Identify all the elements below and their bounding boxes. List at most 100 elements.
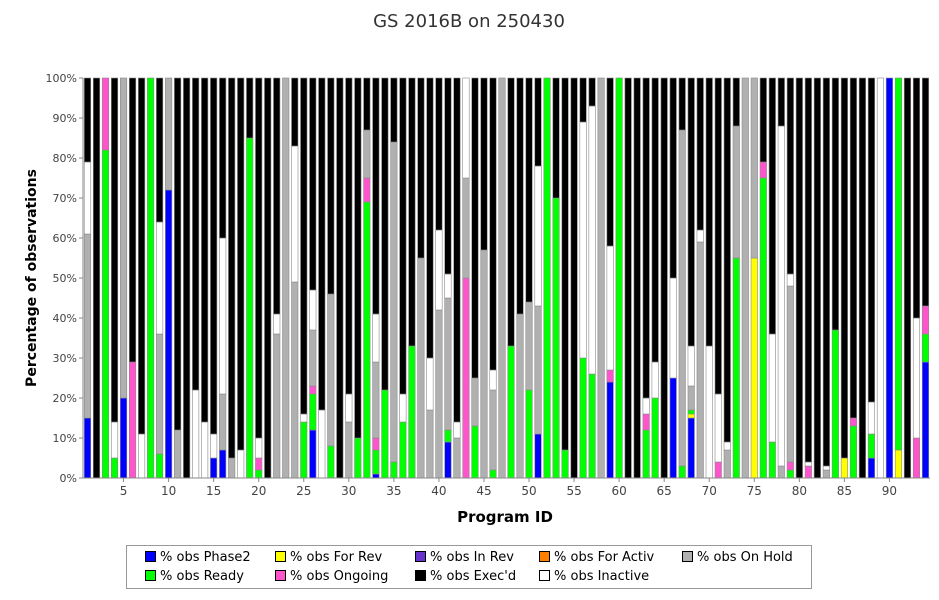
bar-segment-23-onhold (282, 77, 290, 479)
bar-segment-44-onhold (471, 377, 479, 427)
bar-segment-72-execd (723, 77, 731, 443)
bar-segment-94-ready (921, 333, 930, 363)
bar-segment-9-execd (156, 77, 164, 223)
bar-segment-53-execd (552, 77, 560, 199)
bar-segment-28-ready (327, 445, 335, 479)
bar-segment-50-execd (525, 77, 533, 303)
y-tick-label: 0% (60, 472, 77, 485)
bar-segment-94-phase2 (921, 361, 930, 479)
bar-segment-86-execd (849, 77, 857, 419)
bar-segment-88-execd (867, 77, 875, 403)
legend-label-on-hold: % obs On Hold (697, 550, 793, 565)
bar-segment-66-phase2 (669, 377, 677, 479)
bar-segment-33-ongoing (372, 437, 380, 451)
bar-segment-38-onhold (417, 257, 425, 479)
bar-segment-3-ongoing (101, 77, 110, 151)
bar-segment-32-ongoing (363, 177, 371, 203)
bar-segment-68-phase2 (687, 417, 695, 479)
bar-segment-81-inactive (804, 461, 812, 467)
bar-segment-26-execd (309, 77, 317, 291)
bar-segment-24-execd (291, 77, 299, 147)
legend-swatch-phase2 (145, 551, 156, 562)
x-tick-label: 35 (386, 484, 401, 498)
legend-label-phase2: % obs Phase2 (160, 550, 251, 565)
x-tick-label: 65 (657, 484, 672, 498)
bar-segment-7-execd (138, 77, 146, 435)
bar-segment-43-onhold (462, 177, 470, 279)
bar-segment-26-ready (309, 393, 317, 431)
bar-segment-16-onhold (219, 393, 227, 451)
bar-segment-63-ongoing (642, 413, 650, 431)
bar-segment-38-execd (417, 77, 425, 259)
legend-label-ongoing: % obs Ongoing (290, 569, 389, 584)
bar-segment-18-inactive (237, 449, 245, 479)
bar-segment-1-inactive (83, 161, 92, 235)
bar-segment-67-execd (678, 77, 686, 131)
legend-swatch-for-activ (539, 551, 550, 562)
bar-segment-4-inactive (110, 421, 119, 459)
bar-segment-43-ongoing (462, 277, 470, 479)
bar-segment-24-inactive (291, 145, 299, 283)
bar-segment-6-ongoing (129, 361, 137, 479)
legend-swatch-for-rev (275, 551, 286, 562)
bar-segment-35-ready (390, 461, 398, 479)
bar-segment-30-execd (345, 77, 353, 395)
bar-segment-51-inactive (534, 165, 542, 307)
y-tick-label: 20% (53, 392, 77, 405)
bar-segment-68-execd (687, 77, 695, 347)
bar-segment-20-ready (255, 469, 263, 479)
bar-segment-42-onhold (453, 437, 461, 479)
bar-segment-92-execd (903, 77, 912, 479)
x-tick-label: 55 (566, 484, 581, 498)
bar-segment-35-execd (390, 77, 398, 143)
bar-segment-6-execd (129, 77, 137, 363)
bar-segment-56-execd (579, 77, 587, 123)
bar-segment-16-phase2 (219, 449, 227, 479)
bar-segment-33-ready (372, 449, 380, 475)
bar-segment-36-execd (399, 77, 407, 395)
bar-segment-46-ready (489, 469, 497, 479)
bar-segment-68-forrev (687, 413, 695, 419)
bar-segment-55-execd (570, 77, 578, 479)
bar-segment-86-ongoing (849, 417, 857, 427)
bar-segment-11-execd (174, 77, 182, 431)
bar-segment-32-execd (363, 77, 371, 131)
bar-segment-72-onhold (723, 449, 731, 479)
bar-segment-51-onhold (534, 305, 542, 435)
bar-segment-88-phase2 (867, 457, 875, 479)
bar-segment-77-inactive (768, 333, 776, 443)
bar-segment-68-ready (687, 409, 695, 415)
bar-segment-40-onhold (435, 309, 443, 479)
bar-segment-33-phase2 (372, 473, 380, 479)
legend-label-execd: % obs Exec'd (430, 569, 517, 584)
bar-segment-37-ready (408, 345, 416, 479)
y-tick-label: 70% (53, 192, 77, 205)
bar-segment-68-onhold (687, 385, 695, 411)
bar-segment-73-execd (732, 77, 740, 127)
bar-segment-75-onhold (750, 77, 758, 259)
bar-segment-93-execd (912, 77, 921, 319)
bar-segment-26-inactive (309, 289, 317, 331)
bar-segment-8-ready (147, 77, 155, 479)
bar-segment-67-ready (678, 465, 686, 479)
bar-segment-3-ready (101, 149, 110, 479)
bar-segment-79-onhold (786, 285, 794, 463)
bar-segment-4-ready (110, 457, 119, 479)
legend-item-phase2: % obs Phase2 (145, 550, 251, 565)
bar-segment-14-execd (201, 77, 209, 423)
bar-segment-71-ongoing (714, 461, 722, 479)
bar-segment-67-onhold (678, 129, 686, 467)
bar-segment-77-execd (768, 77, 776, 335)
bar-segment-35-onhold (390, 141, 398, 463)
bar-segment-10-onhold (165, 77, 173, 191)
x-tick-label: 80 (792, 484, 807, 498)
bar-segment-2-execd (92, 77, 101, 479)
bar-segment-81-ongoing (804, 465, 812, 479)
bar-segment-84-execd (831, 77, 839, 331)
bar-segment-22-execd (273, 77, 281, 315)
bar-segment-70-inactive (705, 345, 713, 479)
bar-segment-73-onhold (732, 125, 740, 259)
bar-segment-70-execd (705, 77, 713, 347)
bar-segment-50-onhold (525, 301, 533, 391)
